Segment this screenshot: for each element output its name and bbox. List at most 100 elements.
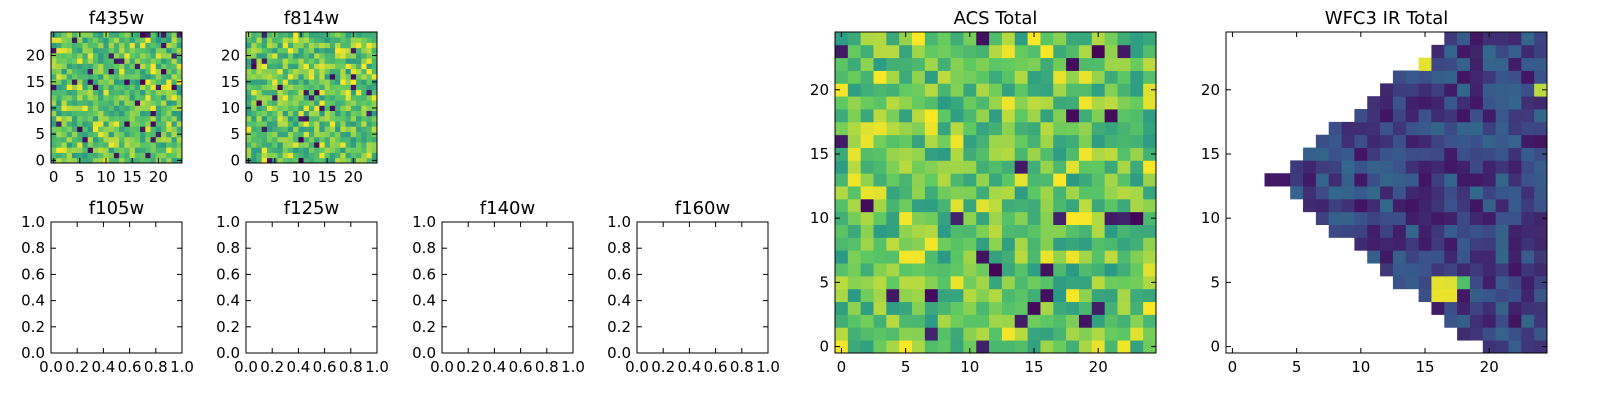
heatmap-cell xyxy=(176,115,183,122)
heatmap-cell xyxy=(361,152,367,159)
heatmap-cell xyxy=(1066,186,1080,200)
heatmap-cell xyxy=(350,47,357,54)
heatmap-cell xyxy=(340,152,346,159)
heatmap-cell xyxy=(1066,173,1080,187)
heatmap-cell xyxy=(251,79,257,85)
heatmap-cell xyxy=(1367,173,1381,187)
heatmap-cell xyxy=(860,121,874,136)
heatmap-cell xyxy=(1444,83,1458,97)
x-tick-label: 15 xyxy=(123,168,142,186)
heatmap-cell xyxy=(1508,186,1522,200)
heatmap-cell xyxy=(293,105,299,111)
heatmap-cell xyxy=(145,89,151,96)
heatmap-cell xyxy=(87,37,94,43)
heatmap-cell xyxy=(119,100,125,106)
heatmap-cell xyxy=(287,63,294,70)
heatmap-cell xyxy=(350,73,357,80)
heatmap-cell xyxy=(82,121,89,127)
heatmap-cell xyxy=(140,63,146,70)
heatmap-cell xyxy=(1027,198,1041,213)
heatmap-cell xyxy=(251,47,257,54)
heatmap-cell xyxy=(56,126,62,132)
heatmap-cell xyxy=(66,89,73,96)
x-tick-label: 0 xyxy=(49,168,59,186)
heatmap-cell xyxy=(1405,70,1419,84)
heatmap-cell xyxy=(1392,275,1407,290)
heatmap-cell xyxy=(1040,288,1054,303)
heatmap-cell xyxy=(92,157,99,164)
heatmap-cell xyxy=(77,63,83,70)
heatmap-cell xyxy=(319,121,325,127)
heatmap-cell xyxy=(1027,57,1041,71)
heatmap-cell xyxy=(71,32,78,38)
heatmap-cell xyxy=(161,142,167,148)
heatmap-cell xyxy=(912,109,926,123)
heatmap-cell xyxy=(298,110,305,117)
heatmap-cell xyxy=(61,157,68,164)
heatmap-cell xyxy=(166,131,172,138)
heatmap-cell xyxy=(282,121,289,127)
heatmap-cell xyxy=(1354,186,1368,200)
heatmap-cell xyxy=(1508,121,1522,136)
heatmap-cell xyxy=(66,100,73,106)
heatmap-cell xyxy=(1066,57,1080,71)
heatmap-cell xyxy=(308,32,315,38)
heatmap-cell xyxy=(293,157,299,164)
heatmap-cell xyxy=(287,73,294,80)
heatmap-cell xyxy=(61,126,68,132)
heatmap-cell xyxy=(1303,173,1317,187)
heatmap-cell xyxy=(912,70,926,84)
heatmap-cell xyxy=(371,147,378,153)
heatmap-cell xyxy=(1469,96,1484,110)
heatmap-cell xyxy=(1508,237,1522,251)
heatmap-cell xyxy=(293,84,299,91)
heatmap-cell xyxy=(963,288,977,303)
heatmap-cell xyxy=(335,58,341,64)
heatmap-cell xyxy=(171,89,178,96)
heatmap-cell xyxy=(1431,288,1445,303)
heatmap-cell xyxy=(287,157,294,164)
heatmap-cell xyxy=(356,136,362,143)
heatmap-cell xyxy=(140,68,146,75)
y-tick-label: 1.0 xyxy=(607,213,631,231)
heatmap-cell xyxy=(1482,301,1497,315)
heatmap-cell xyxy=(950,83,964,97)
heatmap-cell xyxy=(976,160,990,174)
subplot-title: ACS Total xyxy=(954,8,1038,29)
heatmap-cell xyxy=(161,157,167,164)
y-tick-label: 5 xyxy=(35,125,45,143)
heatmap-cell xyxy=(835,314,849,328)
heatmap-cell xyxy=(371,47,378,54)
heatmap-cell xyxy=(314,79,320,85)
heatmap-cell xyxy=(963,57,977,71)
heatmap-cell xyxy=(1444,44,1458,59)
heatmap-cell xyxy=(77,37,83,43)
heatmap-cell xyxy=(150,126,157,132)
heatmap-cell xyxy=(361,94,367,101)
heatmap-cell xyxy=(976,224,990,238)
x-tick-label: 0.0 xyxy=(430,358,454,376)
heatmap-cell xyxy=(282,100,289,106)
heatmap-cell xyxy=(924,32,939,46)
heatmap-cell xyxy=(77,47,83,54)
heatmap-cell xyxy=(1014,211,1028,225)
heatmap-cell xyxy=(1392,96,1407,110)
heatmap-cell xyxy=(61,152,68,159)
heatmap-cell xyxy=(1431,96,1445,110)
heatmap-cell xyxy=(166,68,172,75)
heatmap-cell xyxy=(1328,211,1342,225)
heatmap-cell xyxy=(886,160,900,174)
heatmap-cell xyxy=(176,32,183,38)
heatmap-cell xyxy=(108,121,115,127)
heatmap-cell xyxy=(314,157,320,164)
heatmap-cell xyxy=(308,63,315,70)
heatmap-cell xyxy=(87,136,94,143)
heatmap-cell xyxy=(98,73,104,80)
heatmap-cell xyxy=(71,121,78,127)
heatmap-cell xyxy=(1091,57,1106,71)
heatmap-cell xyxy=(1482,186,1497,200)
x-tick-label: 5 xyxy=(75,168,85,186)
heatmap-cell xyxy=(873,288,887,303)
heatmap-cell xyxy=(1431,198,1445,213)
heatmap-cell xyxy=(1130,121,1144,136)
